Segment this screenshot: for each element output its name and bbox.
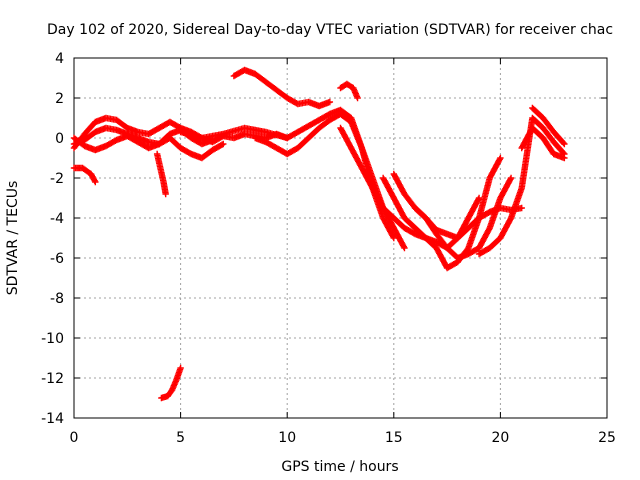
x-tick-label: 20 — [491, 430, 509, 446]
chart-title: Day 102 of 2020, Sidereal Day-to-day VTE… — [47, 22, 613, 38]
series-arc-n — [411, 204, 525, 242]
data-point — [507, 174, 515, 182]
series-arc-g — [230, 66, 334, 110]
data-point — [561, 140, 568, 148]
data-point — [518, 204, 525, 212]
y-tick-label: 4 — [55, 51, 64, 67]
x-tick-label: 0 — [70, 430, 79, 446]
series-arc-o — [475, 114, 568, 258]
x-tick-label: 25 — [598, 430, 616, 446]
data-point — [560, 139, 567, 147]
data-point — [401, 244, 408, 252]
x-axis-label: GPS time / hours — [281, 459, 398, 475]
x-tick-label: 10 — [278, 430, 296, 446]
plot-frame — [73, 57, 608, 419]
series-arc-c — [70, 126, 216, 154]
series-arc-d — [70, 164, 99, 186]
y-tick-label: -2 — [50, 171, 64, 187]
grid — [74, 58, 607, 418]
data-point — [220, 140, 227, 148]
x-tick-label: 5 — [176, 430, 185, 446]
series-arc-f — [158, 364, 184, 402]
data-point — [354, 94, 361, 102]
series-arc-e — [153, 150, 169, 198]
data-point — [218, 141, 226, 148]
y-tick-label: -14 — [41, 411, 64, 427]
data-point — [92, 178, 99, 186]
data-point — [162, 190, 169, 198]
series-arc-m — [390, 170, 515, 262]
series-arc-p — [529, 104, 568, 148]
y-tick-label: -4 — [50, 211, 64, 227]
data-point — [496, 156, 503, 163]
data-point — [561, 154, 568, 162]
data-point — [91, 177, 98, 184]
series-arc-h — [337, 80, 361, 102]
series-arc-q — [518, 124, 568, 162]
data-point — [177, 364, 184, 372]
y-tick-label: 2 — [55, 91, 64, 107]
y-tick-label: -6 — [50, 251, 64, 267]
y-tick-label: -8 — [50, 291, 64, 307]
data-points — [70, 66, 568, 402]
y-tick-label: -12 — [41, 371, 64, 387]
data-point — [475, 196, 482, 203]
data-point — [497, 154, 504, 162]
y-tick-label: 0 — [55, 131, 64, 147]
data-point — [400, 243, 407, 250]
data-point — [507, 176, 514, 183]
y-axis-label: SDTVAR / TECUs — [5, 181, 21, 296]
y-tick-label: -10 — [41, 331, 64, 347]
x-tick-label: 15 — [385, 430, 403, 446]
data-point — [326, 98, 334, 106]
